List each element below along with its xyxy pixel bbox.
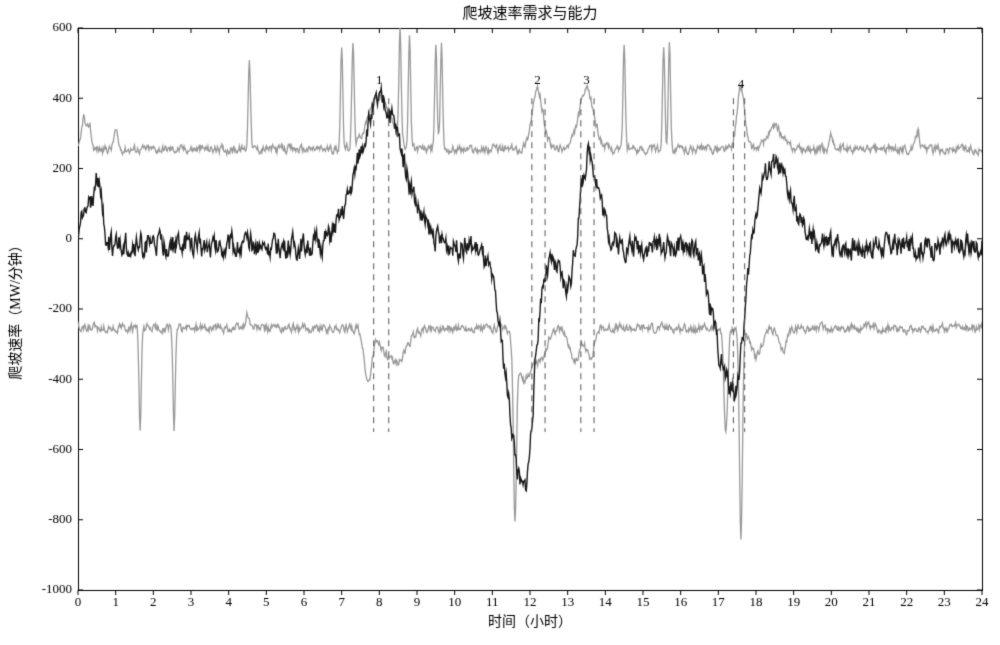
- chart-container: 爬坡速率需求与能力 时间（小时） 爬坡速率（MW/分钟）: [0, 0, 1000, 645]
- ramp-rate-chart: [0, 0, 1000, 645]
